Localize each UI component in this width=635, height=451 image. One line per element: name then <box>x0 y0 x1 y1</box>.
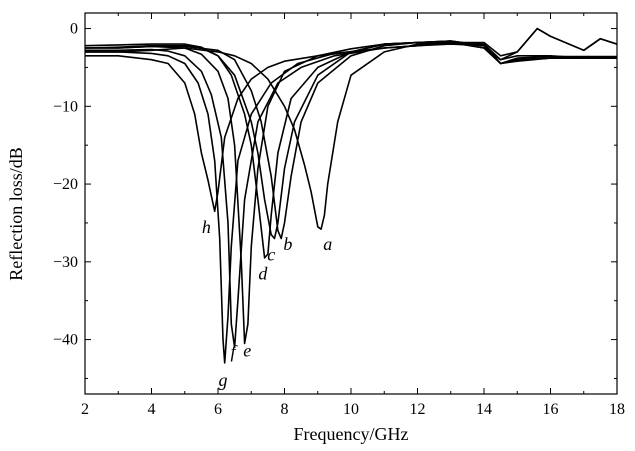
series-label-d: d <box>258 264 268 284</box>
series-line-c <box>84 40 617 240</box>
series-labels: a bcd efg h <box>202 217 332 390</box>
y-tick-label: −10 <box>53 98 78 115</box>
x-axis-ticks: 2 4 6 8 10 12 14 16 18 <box>81 13 625 418</box>
x-tick-label: 8 <box>281 401 289 418</box>
plot-frame <box>84 12 618 395</box>
series-line-b <box>85 40 617 240</box>
x-tick-label: 14 <box>476 401 492 418</box>
x-tick-label: 2 <box>81 401 89 418</box>
x-tick-label: 10 <box>343 401 359 418</box>
x-tick-label: 4 <box>148 401 156 418</box>
series-label-e: e <box>243 341 251 361</box>
x-tick-label: 18 <box>609 401 625 418</box>
y-axis-title: Reflection loss/dB <box>6 147 26 281</box>
series-label-h: h <box>202 217 211 237</box>
y-tick-label: −40 <box>53 332 78 349</box>
y-tick-label: −20 <box>53 176 78 193</box>
series-label-g: g <box>218 370 227 390</box>
x-tick-label: 6 <box>214 401 222 418</box>
series-label-a: a <box>323 234 332 254</box>
x-tick-label: 12 <box>410 401 426 418</box>
series-label-b: b <box>283 234 292 254</box>
series-line-h <box>85 43 617 213</box>
y-tick-label: 0 <box>70 21 78 38</box>
series-lines <box>84 27 618 364</box>
series-line-d <box>84 40 617 259</box>
series-line-e <box>85 41 617 345</box>
x-tick-label: 16 <box>543 401 559 418</box>
series-line-a <box>85 41 617 230</box>
x-axis-title: Frequency/GHz <box>294 424 409 444</box>
series-label-f: f <box>230 341 238 361</box>
y-axis-ticks: 0 −10 −20 −30 −40 <box>53 21 617 379</box>
series-line-g <box>85 27 618 364</box>
series-label-c: c <box>267 244 275 264</box>
y-tick-label: −30 <box>53 254 78 271</box>
